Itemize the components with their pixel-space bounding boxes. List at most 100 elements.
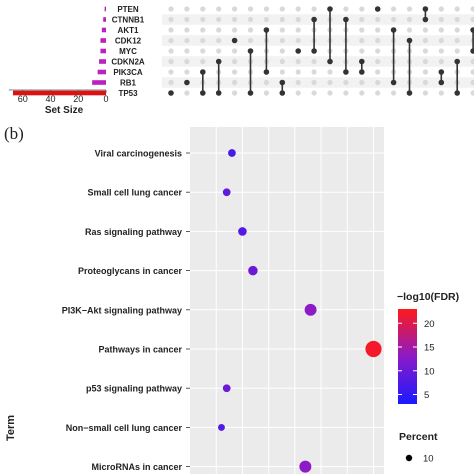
set-size-axis-title: Set Size bbox=[45, 105, 84, 116]
set-size-bar-myc bbox=[100, 48, 106, 54]
matrix-empty-dot bbox=[470, 6, 474, 12]
matrix-empty-dot bbox=[295, 79, 301, 86]
color-legend-tick-label: 10 bbox=[424, 366, 435, 377]
set-size-bar-cdkn2a bbox=[99, 59, 106, 64]
matrix-empty-dot bbox=[438, 6, 444, 12]
term-label: Small cell lung cancer bbox=[87, 188, 182, 198]
matrix-empty-dot bbox=[422, 37, 428, 44]
matrix-empty-dot bbox=[216, 37, 222, 44]
matrix-empty-dot bbox=[263, 6, 269, 12]
set-label-tp53: TP53 bbox=[118, 89, 138, 98]
set-label-cdk12: CDK12 bbox=[115, 37, 142, 46]
panel-label-b: (b) bbox=[4, 124, 24, 143]
matrix-empty-dot bbox=[470, 58, 474, 65]
matrix-empty-dot bbox=[438, 58, 444, 65]
matrix-empty-dot bbox=[391, 90, 397, 96]
matrix-empty-dot bbox=[184, 58, 190, 65]
matrix-empty-dot bbox=[311, 58, 317, 65]
upset-set-size-bars bbox=[13, 6, 106, 96]
matrix-empty-dot bbox=[406, 27, 413, 33]
matrix-empty-dot bbox=[184, 6, 190, 12]
matrix-filled-dot bbox=[343, 16, 349, 23]
upset-set-size-axis: 60 40 20 0 Set Size bbox=[8, 89, 109, 116]
matrix-filled-dot bbox=[327, 58, 333, 65]
dotplot-point bbox=[238, 227, 247, 236]
matrix-empty-dot bbox=[279, 37, 285, 44]
color-legend-tick-label: 20 bbox=[424, 319, 435, 330]
matrix-empty-dot bbox=[438, 90, 444, 96]
term-label: Non−small cell lung cancer bbox=[66, 423, 183, 433]
matrix-empty-dot bbox=[375, 16, 381, 23]
dotplot-point bbox=[304, 303, 317, 316]
matrix-filled-dot bbox=[454, 58, 461, 65]
dotplot-panel-background bbox=[190, 127, 384, 474]
set-size-bar-tp53 bbox=[13, 90, 106, 96]
matrix-empty-dot bbox=[454, 6, 460, 12]
set-size-bar-rb1 bbox=[92, 80, 106, 85]
matrix-empty-dot bbox=[359, 27, 365, 33]
set-label-rb1: RB1 bbox=[120, 79, 137, 88]
matrix-empty-dot bbox=[295, 16, 301, 23]
matrix-empty-dot bbox=[168, 6, 174, 12]
matrix-empty-dot bbox=[454, 37, 460, 44]
dotplot-points bbox=[217, 149, 382, 473]
dotplot-legend: −log10(FDR) 20 15 10 5 Percent 10 bbox=[397, 291, 459, 465]
dotplot-point bbox=[228, 149, 236, 157]
matrix-empty-dot bbox=[327, 69, 333, 75]
matrix-filled-dot bbox=[295, 48, 302, 54]
term-label: Viral carcinogenesis bbox=[95, 149, 182, 159]
matrix-empty-dot bbox=[168, 37, 174, 44]
dotplot-point bbox=[299, 460, 312, 473]
matrix-empty-dot bbox=[454, 27, 460, 33]
term-label: Pathways in cancer bbox=[98, 345, 182, 355]
matrix-empty-dot bbox=[184, 16, 190, 23]
matrix-empty-dot bbox=[311, 69, 317, 75]
matrix-empty-dot bbox=[168, 69, 174, 75]
matrix-empty-dot bbox=[279, 27, 285, 33]
color-legend-tick-label: 15 bbox=[424, 343, 435, 354]
matrix-empty-dot bbox=[391, 16, 397, 23]
color-legend-gradient bbox=[398, 309, 417, 404]
matrix-filled-dot bbox=[263, 27, 270, 33]
matrix-empty-dot bbox=[343, 6, 349, 12]
matrix-empty-dot bbox=[375, 90, 381, 96]
dotplot-point bbox=[222, 384, 231, 393]
matrix-empty-dot bbox=[359, 90, 365, 96]
matrix-filled-dot bbox=[184, 79, 190, 86]
matrix-empty-dot bbox=[168, 79, 174, 86]
dotplot-y-axis-label: Term bbox=[5, 415, 17, 441]
matrix-empty-dot bbox=[359, 16, 365, 23]
matrix-empty-dot bbox=[184, 90, 190, 96]
term-label: p53 signaling pathway bbox=[86, 384, 182, 394]
matrix-empty-dot bbox=[470, 79, 474, 86]
matrix-filled-dot bbox=[215, 58, 222, 65]
matrix-empty-dot bbox=[232, 79, 238, 86]
matrix-filled-dot bbox=[438, 79, 445, 86]
dotplot-point bbox=[217, 423, 225, 431]
matrix-filled-dot bbox=[200, 90, 206, 96]
matrix-empty-dot bbox=[279, 58, 285, 65]
matrix-filled-dot bbox=[359, 58, 365, 65]
matrix-empty-dot bbox=[359, 79, 365, 86]
size-legend-label: 10 bbox=[423, 454, 434, 465]
set-label-pten: PTEN bbox=[117, 5, 139, 14]
matrix-empty-dot bbox=[200, 27, 206, 33]
matrix-empty-dot bbox=[184, 69, 190, 75]
matrix-empty-dot bbox=[375, 27, 381, 33]
matrix-empty-dot bbox=[247, 6, 254, 12]
matrix-empty-dot bbox=[375, 58, 381, 65]
matrix-filled-dot bbox=[168, 90, 174, 96]
matrix-filled-dot bbox=[311, 48, 317, 54]
matrix-empty-dot bbox=[311, 6, 317, 12]
matrix-empty-dot bbox=[184, 48, 190, 54]
set-size-tick-label: 40 bbox=[45, 94, 55, 104]
matrix-empty-dot bbox=[263, 79, 269, 86]
dotplot-point bbox=[248, 265, 258, 276]
matrix-empty-dot bbox=[359, 37, 365, 44]
y-axis-title: Term bbox=[5, 415, 17, 441]
matrix-empty-dot bbox=[359, 48, 365, 54]
matrix-empty-dot bbox=[470, 16, 474, 23]
matrix-empty-dot bbox=[295, 6, 301, 12]
matrix-empty-dot bbox=[422, 27, 428, 33]
matrix-empty-dot bbox=[295, 58, 301, 65]
